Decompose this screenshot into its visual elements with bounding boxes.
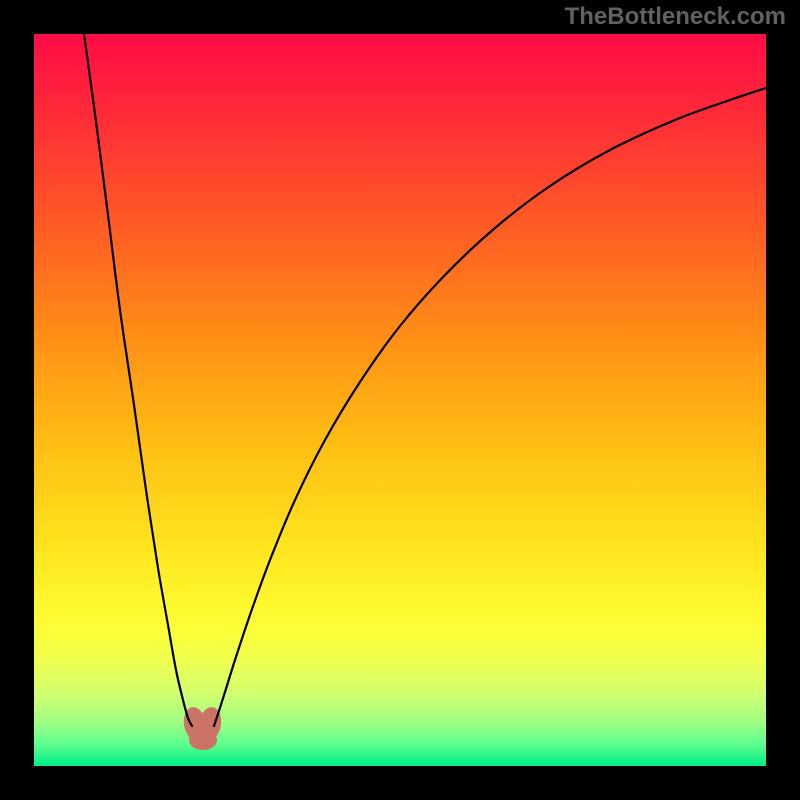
dip-lobe — [189, 730, 217, 750]
plot-area — [34, 34, 766, 766]
chart-container: TheBottleneck.com — [0, 0, 800, 800]
curve-right-branch — [214, 88, 766, 726]
curve-left-branch — [84, 34, 192, 726]
curve-layer — [34, 34, 766, 766]
watermark-text: TheBottleneck.com — [565, 3, 786, 31]
